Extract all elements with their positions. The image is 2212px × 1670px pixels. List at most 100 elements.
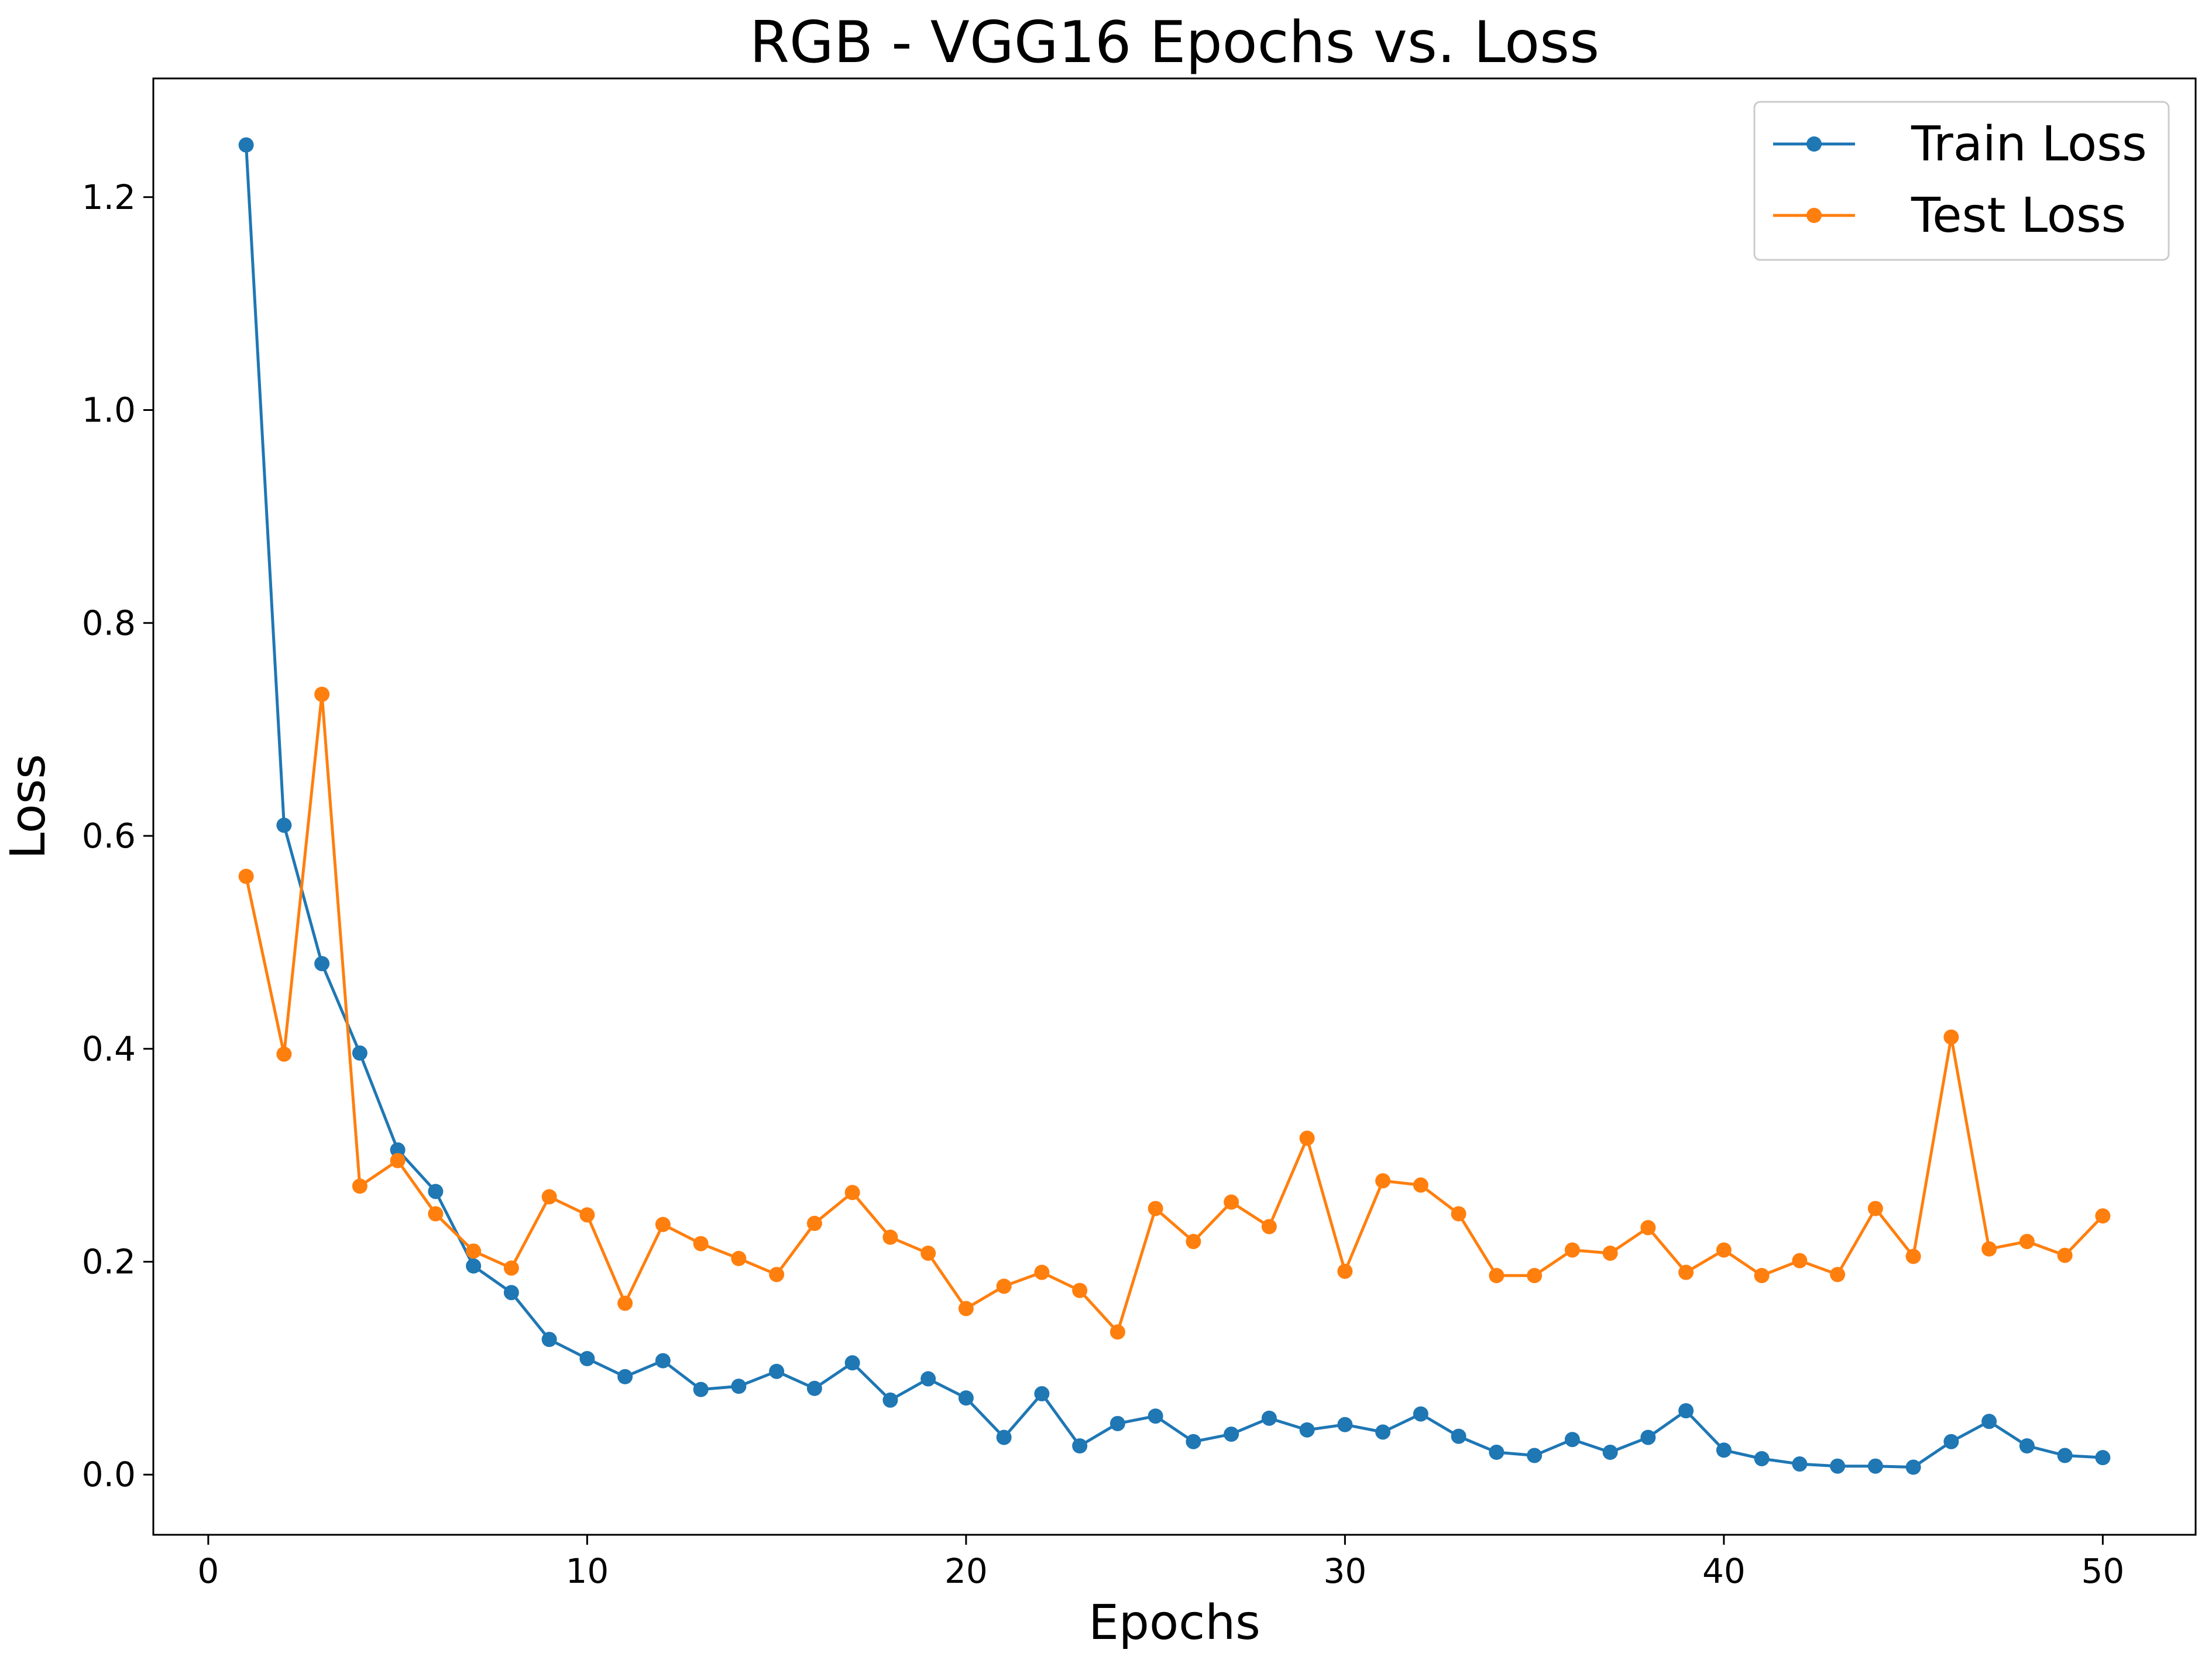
test-loss-point (352, 1178, 367, 1194)
test-loss-point (541, 1189, 557, 1205)
test-loss-point (693, 1236, 709, 1251)
train-loss-point (1413, 1406, 1428, 1422)
test-loss-point (1261, 1219, 1277, 1235)
train-loss-point (390, 1142, 406, 1158)
train-loss-point (1527, 1448, 1543, 1463)
test-loss-point (1413, 1177, 1428, 1193)
train-loss-point (1602, 1445, 1618, 1460)
train-loss-point (1981, 1414, 1997, 1429)
train-loss-point (1261, 1410, 1277, 1426)
legend-label-train-loss: Train Loss (1911, 116, 2147, 172)
y-tick-label: 0.4 (82, 1029, 136, 1069)
legend: Train Loss Test Loss (1753, 101, 2170, 261)
train-loss-point (769, 1363, 785, 1379)
train-loss-point (1148, 1408, 1163, 1424)
legend-marker-test-loss (1806, 208, 1822, 223)
train-loss-point (1754, 1450, 1770, 1466)
train-loss-point (1451, 1428, 1466, 1444)
train-loss-point (1792, 1456, 1808, 1472)
test-loss-point (579, 1207, 595, 1223)
train-loss-point (1489, 1445, 1505, 1460)
train-loss-point (1716, 1442, 1732, 1458)
test-loss-point (1034, 1264, 1050, 1280)
legend-label-test-loss: Test Loss (1911, 188, 2126, 244)
train-loss-point (731, 1378, 747, 1394)
y-tick-label: 0.2 (82, 1242, 136, 1282)
train-loss-point (1564, 1432, 1580, 1448)
test-loss-point (1754, 1268, 1770, 1284)
x-axis-title: Epochs (1088, 1595, 1260, 1651)
train-loss-point (238, 137, 254, 153)
train-loss-point (693, 1381, 709, 1397)
test-loss-point (655, 1216, 671, 1232)
test-loss-point (1678, 1264, 1694, 1280)
train-loss-point (314, 956, 330, 972)
test-loss-point (1148, 1201, 1163, 1216)
train-loss-point (806, 1380, 822, 1396)
train-loss-point (1943, 1434, 1959, 1449)
test-loss-point (1830, 1267, 1846, 1282)
test-loss-point (731, 1251, 747, 1267)
test-loss-point (769, 1267, 785, 1282)
train-loss-point (1299, 1422, 1315, 1438)
test-loss-point (996, 1278, 1012, 1294)
train-loss-point (276, 817, 292, 833)
train-loss-point (466, 1258, 482, 1274)
x-tick-label: 40 (1702, 1551, 1746, 1591)
train-loss-point (503, 1285, 519, 1301)
train-loss-point (1224, 1426, 1239, 1442)
train-loss-point (1072, 1438, 1088, 1454)
test-loss-point (314, 687, 330, 702)
test-loss-point (1640, 1220, 1656, 1236)
test-loss-point (1716, 1242, 1732, 1258)
train-loss-point (1375, 1424, 1391, 1440)
train-loss-point (428, 1184, 444, 1199)
test-loss-point (1792, 1253, 1808, 1268)
test-loss-point (1072, 1282, 1088, 1298)
test-loss-point (1527, 1268, 1543, 1284)
train-loss-point (882, 1392, 898, 1408)
test-loss-point (1299, 1130, 1315, 1146)
test-loss-point (1224, 1194, 1239, 1210)
train-loss-point (1678, 1403, 1694, 1419)
train-loss-point (617, 1369, 633, 1384)
test-loss-point (2095, 1208, 2111, 1224)
train-loss-point (1830, 1458, 1846, 1474)
y-tick-label: 0.6 (82, 816, 136, 856)
test-loss-point (1867, 1201, 1883, 1216)
train-loss-point (1337, 1417, 1353, 1432)
train-loss-point (1110, 1415, 1125, 1431)
train-loss-point (958, 1390, 974, 1406)
test-loss-point (503, 1260, 519, 1276)
axes: 0 10 20 30 40 50 0.0 0.2 0.4 0.6 0.8 1.0 1.2 (82, 177, 2125, 1591)
legend-box (1753, 101, 2170, 261)
train-loss-point (352, 1045, 367, 1061)
x-tick-label: 50 (2081, 1551, 2124, 1591)
test-loss-point (844, 1185, 860, 1201)
test-loss-point (1337, 1263, 1353, 1279)
y-tick-label: 1.0 (82, 390, 136, 430)
test-loss-point (1943, 1029, 1959, 1045)
train-loss-point (2057, 1448, 2073, 1463)
test-loss-point (1375, 1173, 1391, 1189)
y-tick-label: 0.0 (82, 1455, 136, 1494)
train-loss-point (996, 1429, 1012, 1445)
test-loss-point (428, 1206, 444, 1222)
plot-area (238, 137, 2111, 1475)
test-loss-point (238, 869, 254, 884)
x-tick-label: 0 (197, 1551, 219, 1591)
y-axis-title: Loss (1, 754, 56, 859)
train-loss-point (579, 1351, 595, 1367)
train-loss-point (1867, 1458, 1883, 1474)
train-loss-point (1640, 1429, 1656, 1445)
test-loss-point (920, 1245, 936, 1261)
x-tick-label: 10 (565, 1551, 609, 1591)
test-loss-point (882, 1229, 898, 1245)
test-loss-point (2057, 1247, 2073, 1263)
test-loss-point (1602, 1245, 1618, 1261)
train-loss-point (655, 1353, 671, 1369)
test-loss-point (958, 1301, 974, 1316)
